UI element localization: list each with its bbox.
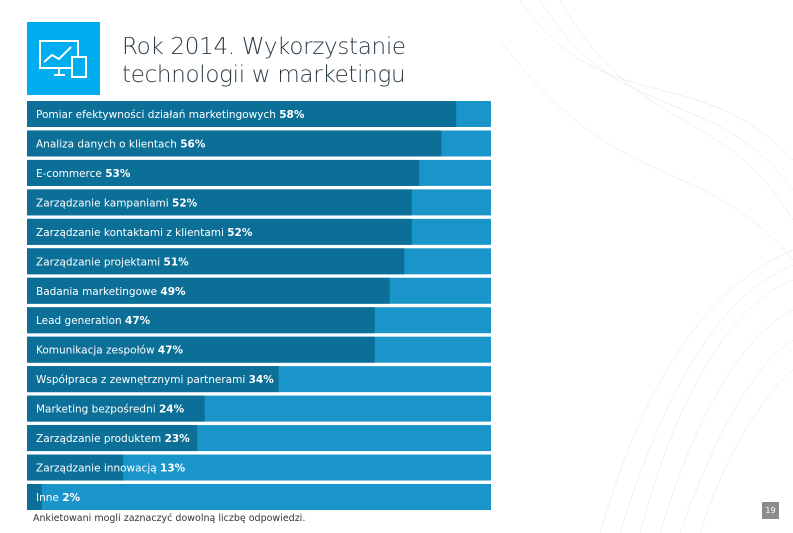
category-label: Pomiar efektywności działań marketingowy…: [36, 109, 276, 121]
value-label: 23%: [165, 433, 191, 445]
bar-label: Marketing bezpośredni 24%: [36, 404, 185, 416]
value-label: 24%: [159, 404, 185, 416]
value-label: 49%: [160, 286, 186, 298]
value-label: 51%: [164, 256, 190, 268]
category-label: Inne: [36, 492, 59, 504]
category-label: Lead generation: [36, 315, 122, 327]
bar: [27, 130, 442, 157]
bar: [27, 218, 412, 245]
bar-label: Zarządzanie produktem 23%: [36, 433, 190, 445]
bar: [27, 366, 279, 393]
bar: [27, 454, 124, 481]
category-label: Zarządzanie projektami: [36, 256, 160, 268]
value-label: 13%: [160, 463, 186, 475]
bar: [27, 336, 375, 363]
bar: [27, 159, 420, 186]
value-label: 52%: [172, 197, 198, 209]
bar-label: Pomiar efektywności działań marketingowy…: [36, 109, 305, 121]
category-label: Zarządzanie kampaniami: [36, 197, 169, 209]
bar: [27, 425, 198, 452]
value-label: 47%: [158, 345, 184, 357]
bar-track: [27, 483, 491, 510]
value-label: 47%: [125, 315, 151, 327]
category-label: Współpraca z zewnętrznymi partnerami: [36, 374, 245, 386]
value-label: 58%: [279, 109, 305, 121]
category-label: Marketing bezpośredni: [36, 404, 156, 416]
value-label: 56%: [180, 138, 206, 150]
icon: [27, 22, 100, 95]
bar-label: Komunikacja zespołów 47%: [36, 345, 184, 357]
bar: [27, 277, 390, 304]
bar-label: Inne 2%: [36, 492, 81, 504]
bar-label: Zarządzanie projektami 51%: [36, 256, 189, 268]
bar: [27, 307, 375, 334]
bar-label: Lead generation 47%: [36, 315, 151, 327]
value-label: 53%: [105, 168, 131, 180]
bar-label: E-commerce 53%: [36, 168, 131, 180]
value-label: 52%: [227, 227, 253, 239]
bar-label: Zarządzanie innowacją 13%: [36, 463, 186, 475]
bar-label: Analiza danych o klientach 56%: [36, 138, 206, 150]
bar: [27, 101, 457, 127]
bar: [27, 189, 412, 216]
bar: [27, 483, 42, 510]
chart-title: Rok 2014. Wykorzystanie technologii w ma…: [122, 34, 406, 88]
category-label: Zarządzanie produktem: [36, 433, 161, 445]
bar-label: Zarządzanie kontaktami z klientami 52%: [36, 227, 253, 239]
bar: [27, 395, 205, 422]
category-label: Badania marketingowe: [36, 286, 157, 298]
category-label: Zarządzanie kontaktami z klientami: [36, 227, 224, 239]
bar: [27, 248, 405, 275]
category-label: Komunikacja zespołów: [36, 345, 155, 357]
value-label: 34%: [249, 374, 275, 386]
category-label: E-commerce: [36, 168, 102, 180]
bar-label: Badania marketingowe 49%: [36, 286, 186, 298]
page-number: 19: [762, 502, 779, 519]
bar-label: Zarządzanie kampaniami 52%: [36, 197, 198, 209]
footnote: Ankietowani mogli zaznaczyć dowolną licz…: [33, 513, 306, 524]
value-label: 2%: [62, 492, 80, 504]
bar-label: Współpraca z zewnętrznymi partnerami 34%: [36, 374, 274, 386]
category-label: Analiza danych o klientach: [36, 138, 177, 150]
category-label: Zarządzanie innowacją: [36, 463, 157, 475]
